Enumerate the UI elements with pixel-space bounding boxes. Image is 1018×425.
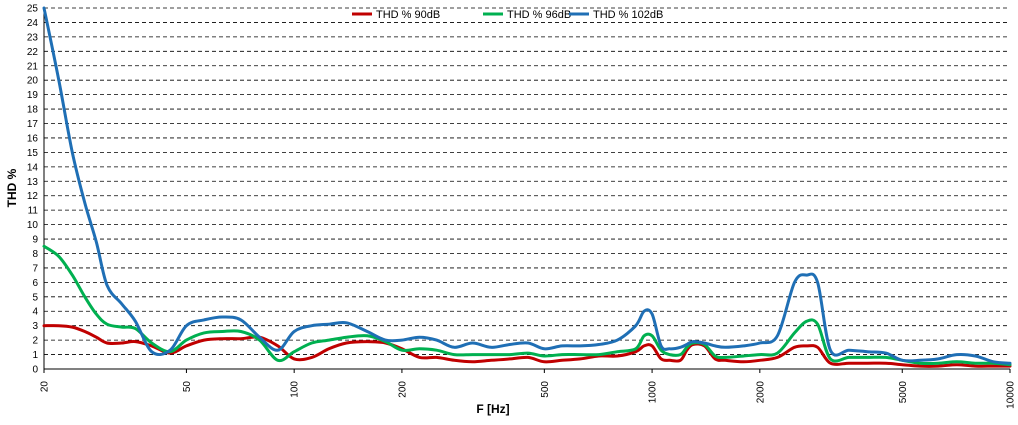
y-tick-label: 10 [27, 220, 39, 231]
y-tick-label: 15 [27, 148, 39, 159]
y-tick-label: 14 [27, 162, 39, 173]
y-tick-label: 18 [27, 105, 39, 116]
x-tick-label: 500 [540, 381, 551, 398]
x-tick-label: 1000 [648, 381, 659, 404]
y-tick-label: 0 [32, 365, 38, 376]
y-axis-title: THD % [5, 168, 19, 207]
x-tick-label: 100 [290, 381, 301, 398]
legend-item-96db: THD % 96dB [483, 9, 571, 21]
y-tick-label: 6 [32, 278, 38, 289]
y-tick-label: 7 [32, 263, 38, 274]
y-tick-label: 5 [32, 292, 38, 303]
legend-item-90db: THD % 90dB [352, 9, 440, 21]
series-lines [42, 6, 1012, 368]
y-tick-label: 8 [32, 249, 38, 260]
x-tick-label: 200 [397, 381, 408, 398]
y-tick-label: 21 [27, 61, 39, 72]
x-tick-labels: 20 50 100 200 500 1000 2000 5000 10000 [40, 369, 1017, 409]
y-tick-label: 2 [32, 336, 38, 347]
legend: THD % 90dB THD % 96dB THD % 102dB [352, 9, 663, 21]
y-tick-label: 9 [32, 235, 38, 246]
y-tick-label: 13 [27, 177, 39, 188]
legend-label: THD % 90dB [376, 9, 440, 21]
y-tick-label: 25 [27, 4, 39, 15]
x-tick-label: 2000 [755, 381, 766, 404]
grid-lines [43, 7, 1010, 370]
y-tick-label: 4 [32, 307, 38, 318]
y-tick-labels: 0123456789101112131415161718192021222324… [27, 4, 39, 376]
series-96db-line [42, 244, 1012, 367]
y-tick-label: 24 [27, 18, 39, 29]
y-tick-label: 23 [27, 32, 39, 43]
y-tick-label: 22 [27, 47, 39, 58]
y-tick-label: 3 [32, 321, 38, 332]
x-tick-label: 5000 [898, 381, 909, 404]
y-tick-label: 17 [27, 119, 39, 130]
y-tick-label: 1 [32, 350, 38, 361]
x-tick-label: 10000 [1006, 381, 1017, 409]
y-tick-label: 16 [27, 133, 39, 144]
x-tick-label: 20 [40, 381, 51, 393]
x-tick-label: 50 [182, 381, 193, 393]
legend-item-102db: THD % 102dB [569, 9, 663, 21]
legend-label: THD % 102dB [593, 9, 663, 21]
series-90db-line [42, 324, 1012, 368]
x-axis-title: F [Hz] [476, 402, 509, 416]
series-102db-line [42, 6, 1012, 365]
y-tick-label: 11 [28, 206, 39, 217]
y-tick-label: 20 [27, 76, 39, 87]
y-tick-label: 12 [27, 191, 39, 202]
legend-label: THD % 96dB [507, 9, 571, 21]
y-tick-label: 19 [27, 90, 39, 101]
